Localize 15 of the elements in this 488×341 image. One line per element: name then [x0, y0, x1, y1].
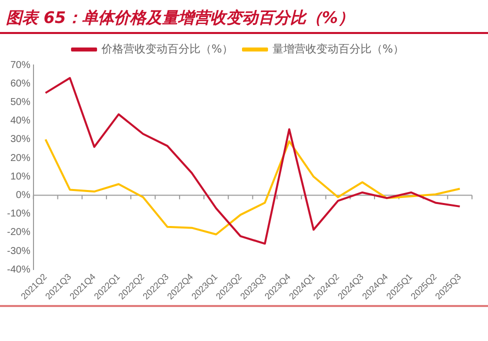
- y-tick-label: -20%: [6, 227, 30, 238]
- y-tick-label: 70%: [10, 60, 30, 71]
- y-tick-label: 20%: [10, 152, 30, 164]
- legend-label: 价格营收变动百分比（%）: [100, 42, 233, 56]
- y-tick-label: 10%: [10, 171, 30, 182]
- chart-title: 图表 65：单体价格及量增营收变动百分比（%）: [0, 0, 488, 34]
- y-tick-label: 60%: [10, 78, 30, 90]
- y-tick-label: 0%: [16, 190, 30, 202]
- legend-label: 量增营收变动百分比（%）: [272, 42, 404, 56]
- y-tick-label: 40%: [10, 116, 30, 127]
- y-tick-label: 50%: [10, 96, 30, 108]
- y-tick-label: -10%: [6, 208, 30, 220]
- y-tick-label: 30%: [10, 134, 30, 146]
- y-tick-label: -30%: [6, 246, 30, 257]
- y-tick-label: -40%: [6, 264, 30, 276]
